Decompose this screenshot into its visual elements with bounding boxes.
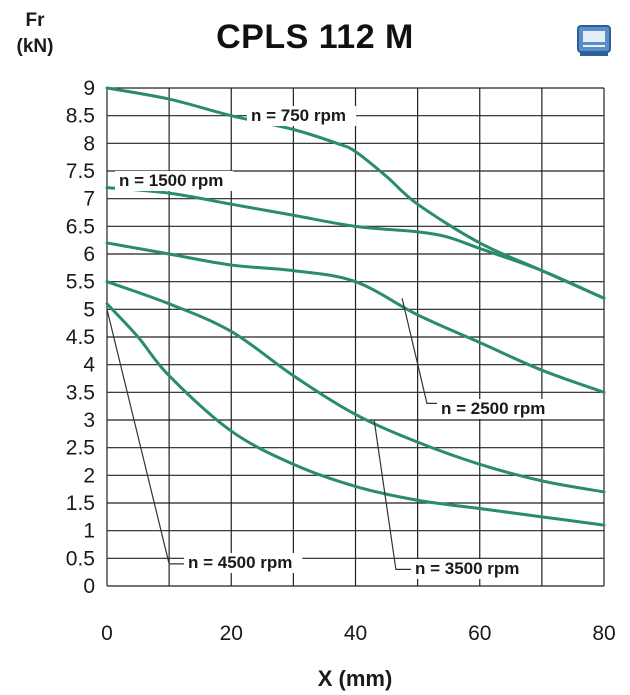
y-tick-label: 0 [83, 575, 95, 598]
label-leader-line [373, 419, 418, 571]
series-label: n = 3500 rpm [415, 559, 519, 578]
series-line-0 [105, 86, 606, 300]
x-tick-label: 60 [468, 622, 491, 645]
series-line-3 [105, 280, 606, 494]
grid [106, 87, 605, 587]
y-tick-label: 9 [83, 77, 95, 100]
y-tick-label: 3.5 [66, 381, 95, 404]
y-tick-label: 1 [83, 520, 95, 543]
series-line-2 [105, 241, 606, 394]
x-tick-label: 40 [344, 622, 367, 645]
series-label: n = 2500 rpm [441, 399, 545, 418]
y-tick-label: 8 [83, 132, 95, 155]
y-tick-label: 7 [83, 188, 95, 211]
curve-labels: n = 750 rpm n = 1500 rpm n = 2500 rpm n = 3… [106, 106, 556, 579]
y-tick-label: 7.5 [66, 160, 95, 183]
y-tick-label: 1.5 [66, 492, 95, 515]
y-tick-label: 2.5 [66, 437, 95, 460]
x-tick-label: 0 [101, 622, 113, 645]
series-line-1 [105, 186, 606, 300]
y-tick-label: 5.5 [66, 271, 95, 294]
y-axis-unit-label: Fr (kN) [10, 8, 60, 60]
label-leader-line [106, 309, 188, 565]
y-tick-label: 4.5 [66, 326, 95, 349]
label-background [247, 106, 357, 126]
chart-title: CPLS 112 M [216, 18, 414, 56]
y-tick-label: 8.5 [66, 105, 95, 128]
y-tick-label: 6.5 [66, 215, 95, 238]
x-tick-labels: 0 20 40 60 80 [101, 622, 616, 645]
x-tick-label: 20 [220, 622, 243, 645]
y-tick-label: 2 [83, 464, 95, 487]
y-tick-label: 5 [83, 298, 95, 321]
x-axis-label: X (mm) [318, 666, 393, 691]
series-label: n = 750 rpm [251, 106, 346, 125]
label-background [184, 553, 303, 573]
series-label: n = 4500 rpm [188, 553, 292, 572]
y-axis-unit: (kN) [16, 36, 54, 57]
y-axis-symbol: Fr [25, 10, 45, 31]
series-lines [105, 86, 606, 527]
y-tick-label: 4 [83, 354, 95, 377]
y-tick-label: 6 [83, 243, 95, 266]
label-background [411, 559, 530, 579]
label-background [437, 399, 556, 419]
series-label: n = 1500 rpm [119, 171, 223, 190]
motor-icon [577, 25, 611, 56]
label-leader-line [401, 298, 440, 404]
y-tick-labels: 0 0.5 1 1.5 2 2.5 3 3.5 4 4.5 5 5.5 6 6.5 7 7.5 8 8.5 9 [66, 77, 96, 598]
x-tick-label: 80 [592, 622, 615, 645]
label-background [115, 171, 234, 191]
y-tick-label: 0.5 [66, 547, 95, 570]
y-tick-label: 3 [83, 409, 95, 432]
series-line-4 [105, 302, 606, 527]
